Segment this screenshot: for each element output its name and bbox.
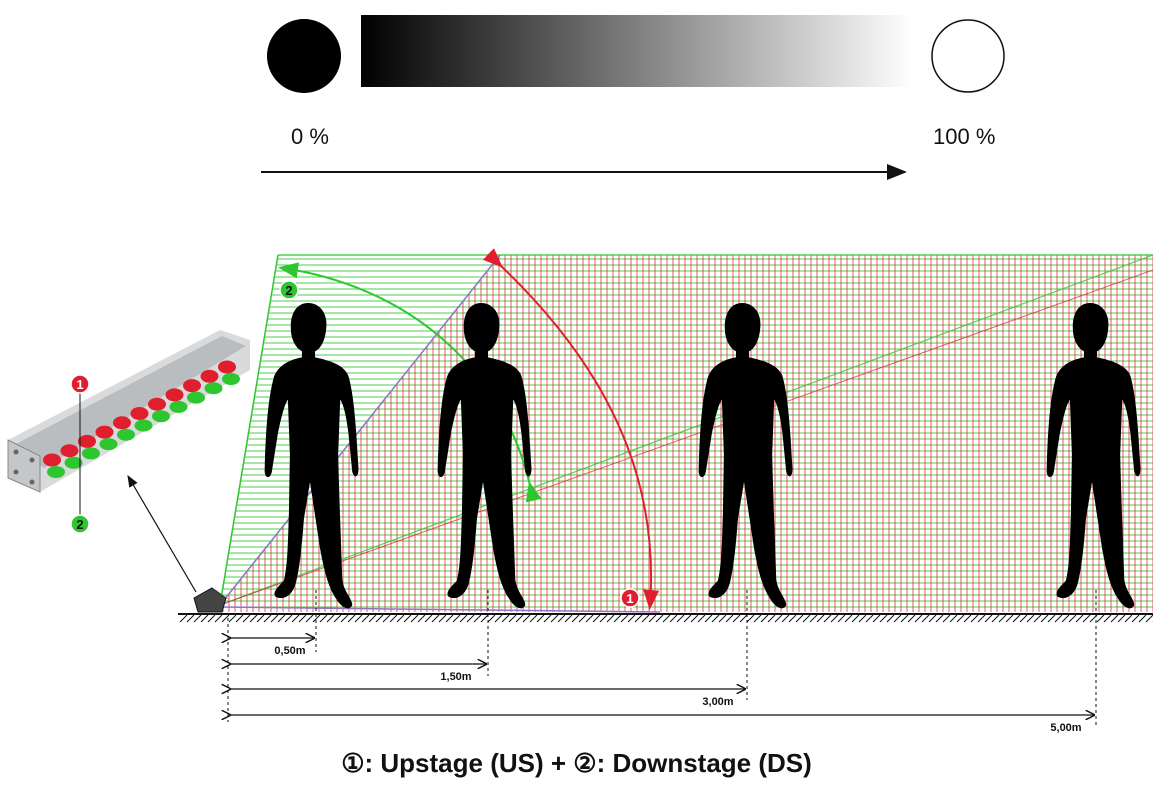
marker-downstage-led: 2 xyxy=(70,514,90,534)
light-fixture xyxy=(193,587,230,613)
green-led xyxy=(99,438,118,451)
distance-label-0-5m: 0,50m xyxy=(274,645,305,657)
red-led xyxy=(60,444,79,458)
black-circle xyxy=(267,19,341,93)
distance-label-5m: 5,00m xyxy=(1050,722,1081,734)
green-led xyxy=(134,419,153,432)
red-led xyxy=(148,397,166,411)
red-led xyxy=(78,434,96,448)
white-circle xyxy=(931,19,1005,93)
dimension-extension-lines xyxy=(227,590,1097,726)
green-led xyxy=(187,391,205,404)
red-led xyxy=(95,425,114,439)
upstage-sweep-arrow xyxy=(482,248,660,610)
green-led xyxy=(82,447,100,460)
callout-arrow xyxy=(127,474,197,593)
green-led xyxy=(152,410,170,423)
intensity-gradient-bar xyxy=(361,15,913,87)
max-percent-label: 100 % xyxy=(933,124,996,149)
legend-caption: ①: Upstage (US) + ②: Downstage (DS) xyxy=(341,748,812,778)
svg-text:1: 1 xyxy=(76,377,83,392)
svg-text:1: 1 xyxy=(626,591,633,606)
red-led xyxy=(218,360,236,374)
green-led xyxy=(169,400,188,413)
min-percent-label: 0 % xyxy=(291,124,329,149)
green-led xyxy=(47,466,65,478)
dimension-arrows xyxy=(230,638,1094,715)
red-led xyxy=(183,379,201,393)
green-led xyxy=(204,382,223,395)
marker-upstage-led: 1 xyxy=(70,374,90,394)
marker-downstage-beam: 2 xyxy=(279,280,299,300)
red-led xyxy=(113,416,131,430)
red-led xyxy=(43,453,61,467)
svg-text:2: 2 xyxy=(285,283,292,298)
green-led xyxy=(222,373,240,385)
red-led xyxy=(200,369,219,383)
led-bar-closeup xyxy=(7,330,250,493)
green-led xyxy=(117,428,135,441)
floor-hatching xyxy=(179,614,1153,623)
red-led xyxy=(165,388,184,402)
green-led xyxy=(64,456,83,469)
distance-label-1-5m: 1,50m xyxy=(440,671,471,683)
marker-upstage-beam: 1 xyxy=(620,588,640,608)
distance-label-3m: 3,00m xyxy=(702,696,733,708)
svg-text:2: 2 xyxy=(76,517,83,532)
red-led xyxy=(130,407,149,420)
